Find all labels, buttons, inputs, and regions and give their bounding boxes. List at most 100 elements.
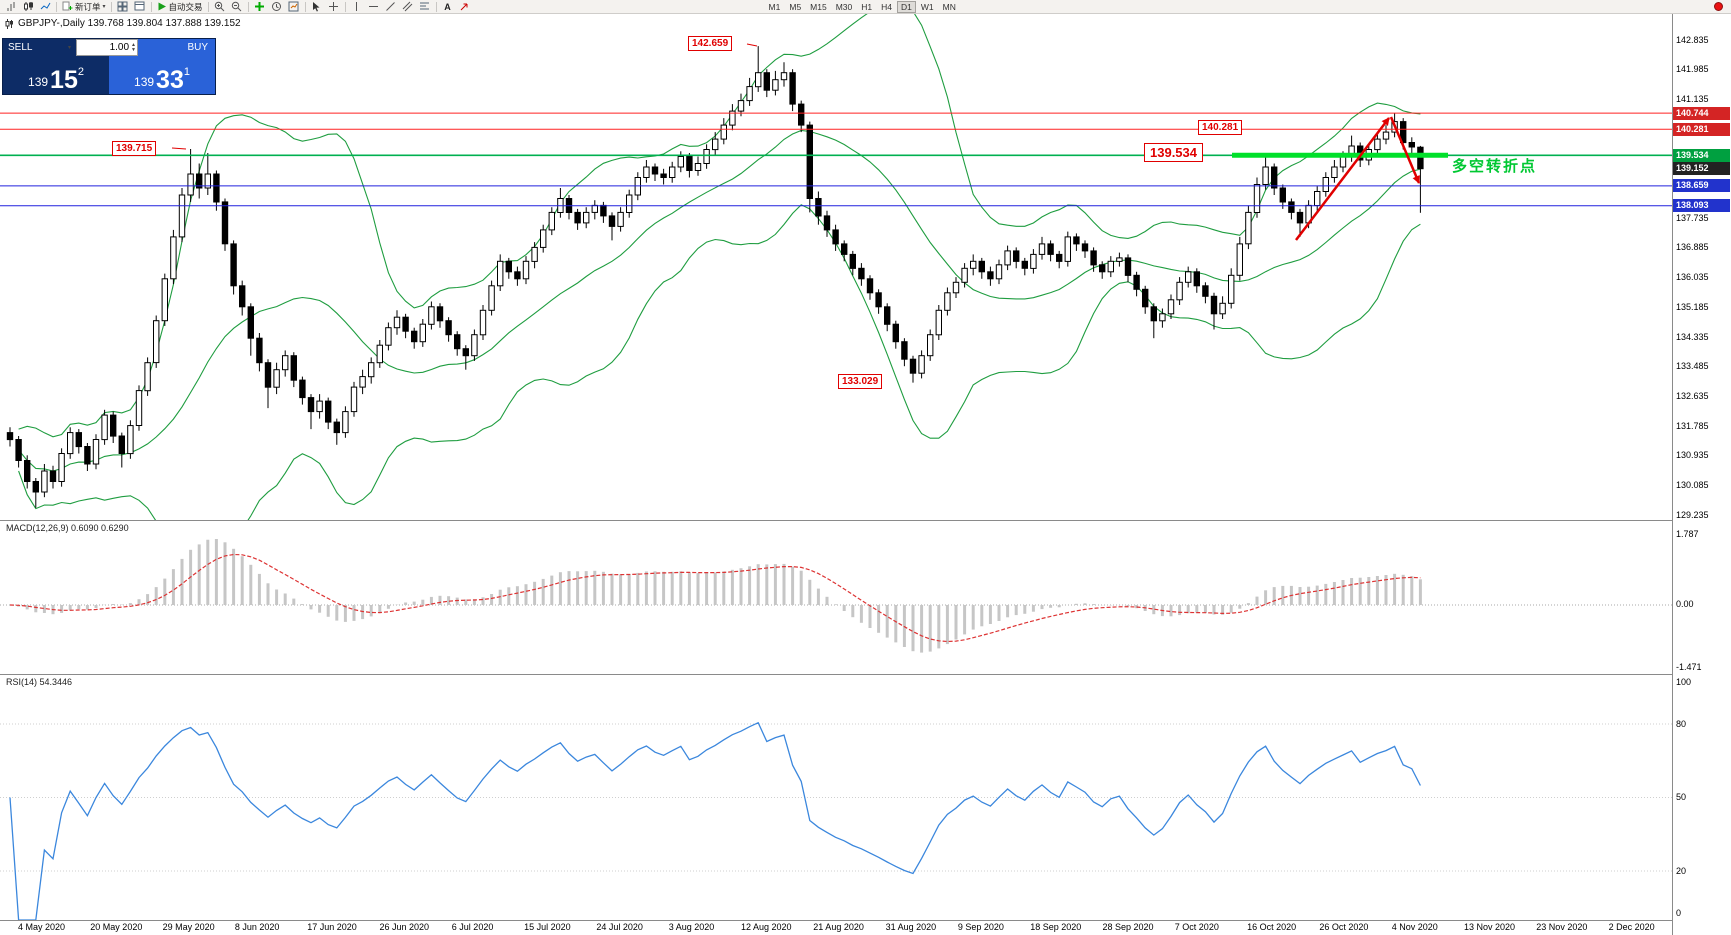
cursor-icon xyxy=(313,2,320,12)
date-axis-label: 15 Jul 2020 xyxy=(524,922,571,932)
toolbar-separator xyxy=(435,1,437,12)
date-axis-label: 4 May 2020 xyxy=(18,922,66,932)
price-axis-label: 136.035 xyxy=(1676,272,1709,283)
templates-button[interactable] xyxy=(286,0,302,13)
macd-axis-label: 0.00 xyxy=(1676,599,1694,609)
price-axis-label: 130.935 xyxy=(1676,450,1709,461)
add-indicator-button[interactable] xyxy=(252,0,268,13)
trendline-tool-button[interactable] xyxy=(383,0,399,13)
tile-windows-button[interactable] xyxy=(115,0,131,13)
price-axis-label: 132.635 xyxy=(1676,390,1709,401)
vertical-line-icon xyxy=(356,2,358,11)
macd-axis-label: 1.787 xyxy=(1676,529,1699,539)
price-axis[interactable]: 142.835141.985141.135140.285139.435138.5… xyxy=(1673,0,1731,935)
buy-price-button[interactable]: 139 33 1 xyxy=(109,56,215,94)
vertical-line-tool-button[interactable] xyxy=(349,0,365,13)
arrow-icon xyxy=(460,3,468,11)
fibonacci-tool-button[interactable] xyxy=(417,0,433,13)
zoom-out-button[interactable] xyxy=(229,0,245,13)
new-order-label: 新订单 xyxy=(75,1,101,12)
date-axis-label: 26 Oct 2020 xyxy=(1319,922,1369,932)
price-axis-marker: 138.093 xyxy=(1673,199,1730,213)
buy-price-main: 139 xyxy=(134,75,155,89)
date-axis-label: 16 Oct 2020 xyxy=(1247,922,1297,932)
price-callout-139534: 139.534 xyxy=(1144,143,1203,162)
price-axis-label: 134.335 xyxy=(1676,331,1709,342)
trade-panel-header-row: SELL ▾ 1.00 ▲ ▼ BUY xyxy=(3,39,215,56)
macd-axis-label: -1.471 xyxy=(1676,662,1702,672)
volume-input[interactable]: 1.00 ▲ ▼ xyxy=(76,39,138,56)
mini-candle-icon xyxy=(5,18,13,29)
bar-chart-button[interactable] xyxy=(3,0,19,13)
buy-price-big: 33 xyxy=(156,65,184,94)
date-axis-label: 12 Aug 2020 xyxy=(741,922,792,932)
price-callout-142659: 142.659 xyxy=(688,36,733,51)
sell-header-button[interactable]: SELL ▾ xyxy=(3,39,76,56)
date-axis[interactable]: 4 May 2020 20 May 2020 29 May 2020 8 Jun 20… xyxy=(0,921,1672,935)
timeframe-button-m15[interactable]: M15 xyxy=(806,1,831,13)
timeframe-button-d1[interactable]: D1 xyxy=(897,0,916,13)
channel-tool-button[interactable] xyxy=(400,0,416,13)
price-callout-133029: 133.029 xyxy=(838,374,883,389)
line-chart-button[interactable] xyxy=(37,0,53,13)
date-axis-label: 8 Jun 2020 xyxy=(234,922,280,932)
crosshair-icon xyxy=(329,2,339,11)
horizontal-line-icon xyxy=(369,6,379,7)
price-axis-label: 142.835 xyxy=(1676,34,1709,45)
timeframe-button-m30[interactable]: M30 xyxy=(832,1,857,13)
price-callout-139715: 139.715 xyxy=(112,141,157,156)
toolbar-separator xyxy=(56,1,57,12)
spin-down-icon: ▼ xyxy=(131,46,136,53)
new-order-button[interactable]: 新订单 ▾ xyxy=(60,0,108,13)
volume-spinner[interactable]: ▲ ▼ xyxy=(131,41,136,53)
zoom-out-icon xyxy=(231,1,242,12)
horizontal-line-tool-button[interactable] xyxy=(366,0,382,13)
buy-header-button[interactable]: BUY xyxy=(138,39,215,56)
timeframe-button-h4[interactable]: H4 xyxy=(877,1,896,13)
candlestick-chart-button[interactable] xyxy=(20,0,36,13)
auto-trading-button[interactable]: 自动交易 xyxy=(155,0,205,13)
date-axis-label: 20 May 2020 xyxy=(90,922,143,932)
toolbar-separator xyxy=(344,1,346,12)
buy-price-sup: 1 xyxy=(183,66,190,78)
auto-trading-label: 自动交易 xyxy=(168,1,203,12)
date-axis-label: 28 Sep 2020 xyxy=(1102,922,1154,932)
date-axis-label: 31 Aug 2020 xyxy=(885,922,937,932)
volume-value: 1.00 xyxy=(109,42,130,53)
play-icon xyxy=(158,2,166,11)
price-axis-marker: 139.534 xyxy=(1673,148,1730,162)
crosshair-button[interactable] xyxy=(326,0,342,13)
toolbar-separator xyxy=(150,1,152,12)
date-axis-label: 3 Aug 2020 xyxy=(668,922,715,932)
timeframe-button-h1[interactable]: H1 xyxy=(857,1,876,13)
bar-chart-icon xyxy=(7,2,14,11)
sell-price-button[interactable]: 139 15 2 xyxy=(3,56,109,94)
date-axis-label: 9 Sep 2020 xyxy=(957,922,1004,932)
periods-button[interactable] xyxy=(269,0,285,13)
spin-up-icon: ▲ xyxy=(131,41,136,48)
text-tool-button[interactable]: A xyxy=(440,0,456,13)
top-toolbar: 新订单 ▾ 自动交易 A M1 M5 M15 M30 H1 H4 D1 W1 MN xyxy=(0,0,1731,14)
arrows-tool-button[interactable] xyxy=(457,0,473,13)
price-axis-label: 131.785 xyxy=(1676,420,1709,431)
channel-icon xyxy=(402,1,413,12)
sell-price-main: 139 xyxy=(28,75,49,89)
chart-window-icon xyxy=(134,1,145,11)
timeframe-button-m5[interactable]: M5 xyxy=(785,1,805,13)
date-axis-label: 6 Jul 2020 xyxy=(451,922,494,932)
chart-window-button[interactable] xyxy=(132,0,148,13)
timeframe-button-mn[interactable]: MN xyxy=(939,1,960,13)
timeframe-button-w1[interactable]: W1 xyxy=(917,1,938,13)
toolbar-separator xyxy=(304,1,306,12)
new-order-icon xyxy=(62,1,73,11)
date-axis-label: 21 Aug 2020 xyxy=(813,922,864,932)
cursor-button[interactable] xyxy=(309,0,325,13)
price-axis-label: 129.235 xyxy=(1676,509,1709,520)
tile-windows-icon xyxy=(117,1,128,12)
chart-ohlc-header: GBPJPY-,Daily 139.768 139.804 137.888 13… xyxy=(5,18,241,29)
zoom-in-button[interactable] xyxy=(212,0,228,13)
timeframe-button-m1[interactable]: M1 xyxy=(765,1,785,13)
trade-panel-prices: 139 15 2 139 33 1 xyxy=(3,56,215,94)
line-chart-icon xyxy=(40,2,50,10)
